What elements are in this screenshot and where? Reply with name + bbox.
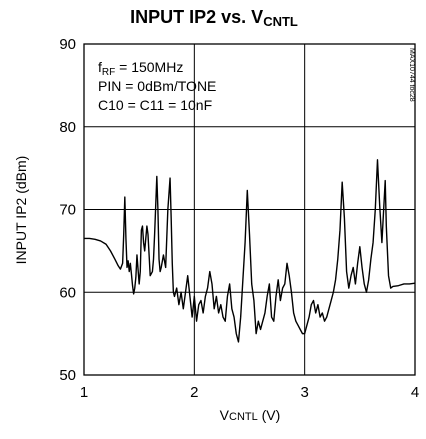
- x-tick-label-1: 2: [190, 384, 198, 401]
- x-axis-label-main: V: [220, 407, 230, 423]
- x-axis-label-sub: CNTL: [229, 411, 258, 423]
- y-tick-label-3: 80: [59, 119, 76, 136]
- annotation-line-2: C10 = C11 = 10nF: [98, 97, 212, 113]
- y-tick-label-2: 70: [59, 202, 76, 219]
- series-line: [84, 159, 416, 343]
- x-tick-label-3: 4: [411, 384, 419, 401]
- annotation-line-1: PIN = 0dBm/TONE: [98, 78, 216, 94]
- x-tick-label-0: 1: [80, 384, 88, 401]
- y-axis-label: INPUT IP2 (dBm): [13, 156, 29, 265]
- y-tick-label-1: 60: [59, 284, 76, 301]
- side-code: MAX10744 toc28: [408, 48, 415, 102]
- y-tick-labels: 50 60 70 80 90: [59, 36, 76, 384]
- grid-lines: [84, 44, 415, 375]
- chart-title-sub: CNTL: [263, 14, 298, 29]
- x-axis-label-tail: (V): [258, 407, 281, 423]
- x-tick-labels: 1 2 3 4: [80, 384, 419, 401]
- chart-title: INPUT IP2 vs. VCNTL: [130, 7, 298, 29]
- chart-title-main: INPUT IP2 vs. V: [130, 7, 263, 27]
- y-tick-label-4: 90: [59, 36, 76, 53]
- x-tick-label-2: 3: [300, 384, 308, 401]
- annotation-line-0: fRF = 150MHz: [98, 59, 183, 78]
- plot-frame: [83, 43, 416, 376]
- x-axis-label: VCNTL (V): [220, 407, 281, 423]
- y-tick-label-0: 50: [59, 367, 76, 384]
